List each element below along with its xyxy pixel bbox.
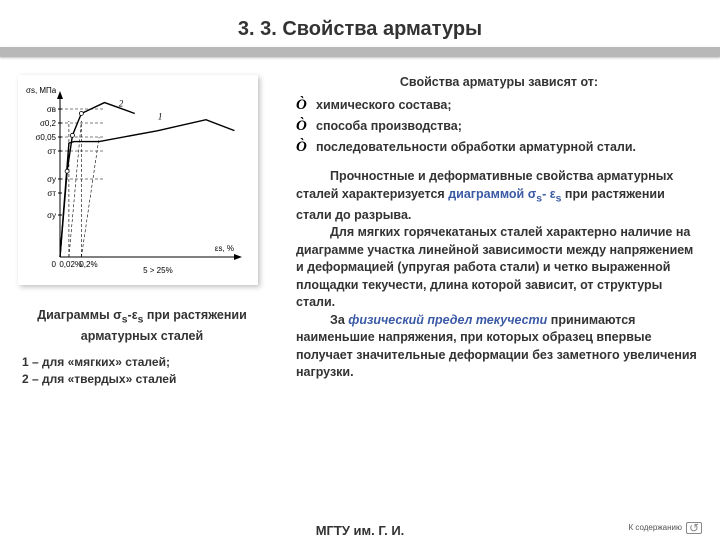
bullet-icon: Ò	[296, 137, 312, 158]
svg-text:σу: σу	[47, 175, 56, 184]
bullet-icon: Ò	[296, 116, 312, 137]
bullet-1: Òхимического состава;	[296, 95, 702, 116]
svg-text:σ0,2: σ0,2	[40, 119, 57, 128]
toc-link[interactable]: К содержанию	[629, 522, 703, 534]
left-column: σs, МПаσвσ0,2σ0,05σтσуσтσу120,02%0,2%εs,…	[18, 75, 286, 388]
legend-line-1: 1 – для «мягких» сталей;	[22, 354, 286, 371]
svg-text:2: 2	[119, 99, 124, 109]
diagram-legend: 1 – для «мягких» сталей; 2 – для «тверды…	[18, 354, 286, 388]
page-title: 3. 3. Свойства арматуры	[0, 0, 720, 47]
svg-text:0,2%: 0,2%	[79, 260, 97, 269]
legend-line-2: 2 – для «твердых» сталей	[22, 371, 286, 388]
svg-text:εs, %: εs, %	[215, 244, 234, 253]
paragraph-2: Для мягких горячекатаных сталей характер…	[296, 224, 702, 312]
body-text: Прочностные и деформативные свойства арм…	[296, 168, 702, 382]
svg-text:0: 0	[52, 260, 57, 269]
svg-text:σs, МПа: σs, МПа	[26, 86, 57, 95]
bullet-icon: Ò	[296, 95, 312, 116]
diagram-card: σs, МПаσвσ0,2σ0,05σтσуσтσу120,02%0,2%εs,…	[18, 75, 258, 285]
svg-text:σв: σв	[47, 105, 56, 114]
depends-title: Свойства арматуры зависят от:	[296, 75, 702, 89]
paragraph-1: Прочностные и деформативные свойства арм…	[296, 168, 702, 224]
svg-text:σт: σт	[47, 189, 56, 198]
paragraph-3: За физический предел текучести принимают…	[296, 312, 702, 382]
bullet-2: Òспособа производства;	[296, 116, 702, 137]
right-column: Свойства арматуры зависят от: Òхимическо…	[296, 75, 702, 388]
return-icon	[686, 522, 702, 534]
stress-strain-diagram: σs, МПаσвσ0,2σ0,05σтσуσтσу120,02%0,2%εs,…	[24, 81, 252, 279]
content-row: σs, МПаσвσ0,2σ0,05σтσуσтσу120,02%0,2%εs,…	[0, 57, 720, 388]
svg-text:σу: σу	[47, 211, 56, 220]
svg-text:σт: σт	[47, 147, 56, 156]
svg-text:5 > 25%: 5 > 25%	[143, 266, 173, 275]
bullet-3: Òпоследовательности обработки арматурной…	[296, 137, 702, 158]
footer-text: МГТУ им. Г. И.	[0, 523, 720, 538]
title-divider	[0, 47, 720, 57]
svg-text:1: 1	[158, 112, 163, 122]
svg-text:σ0,05: σ0,05	[35, 133, 56, 142]
diagram-caption: Диаграммы σs-εs при растяжении арматурны…	[18, 307, 286, 344]
